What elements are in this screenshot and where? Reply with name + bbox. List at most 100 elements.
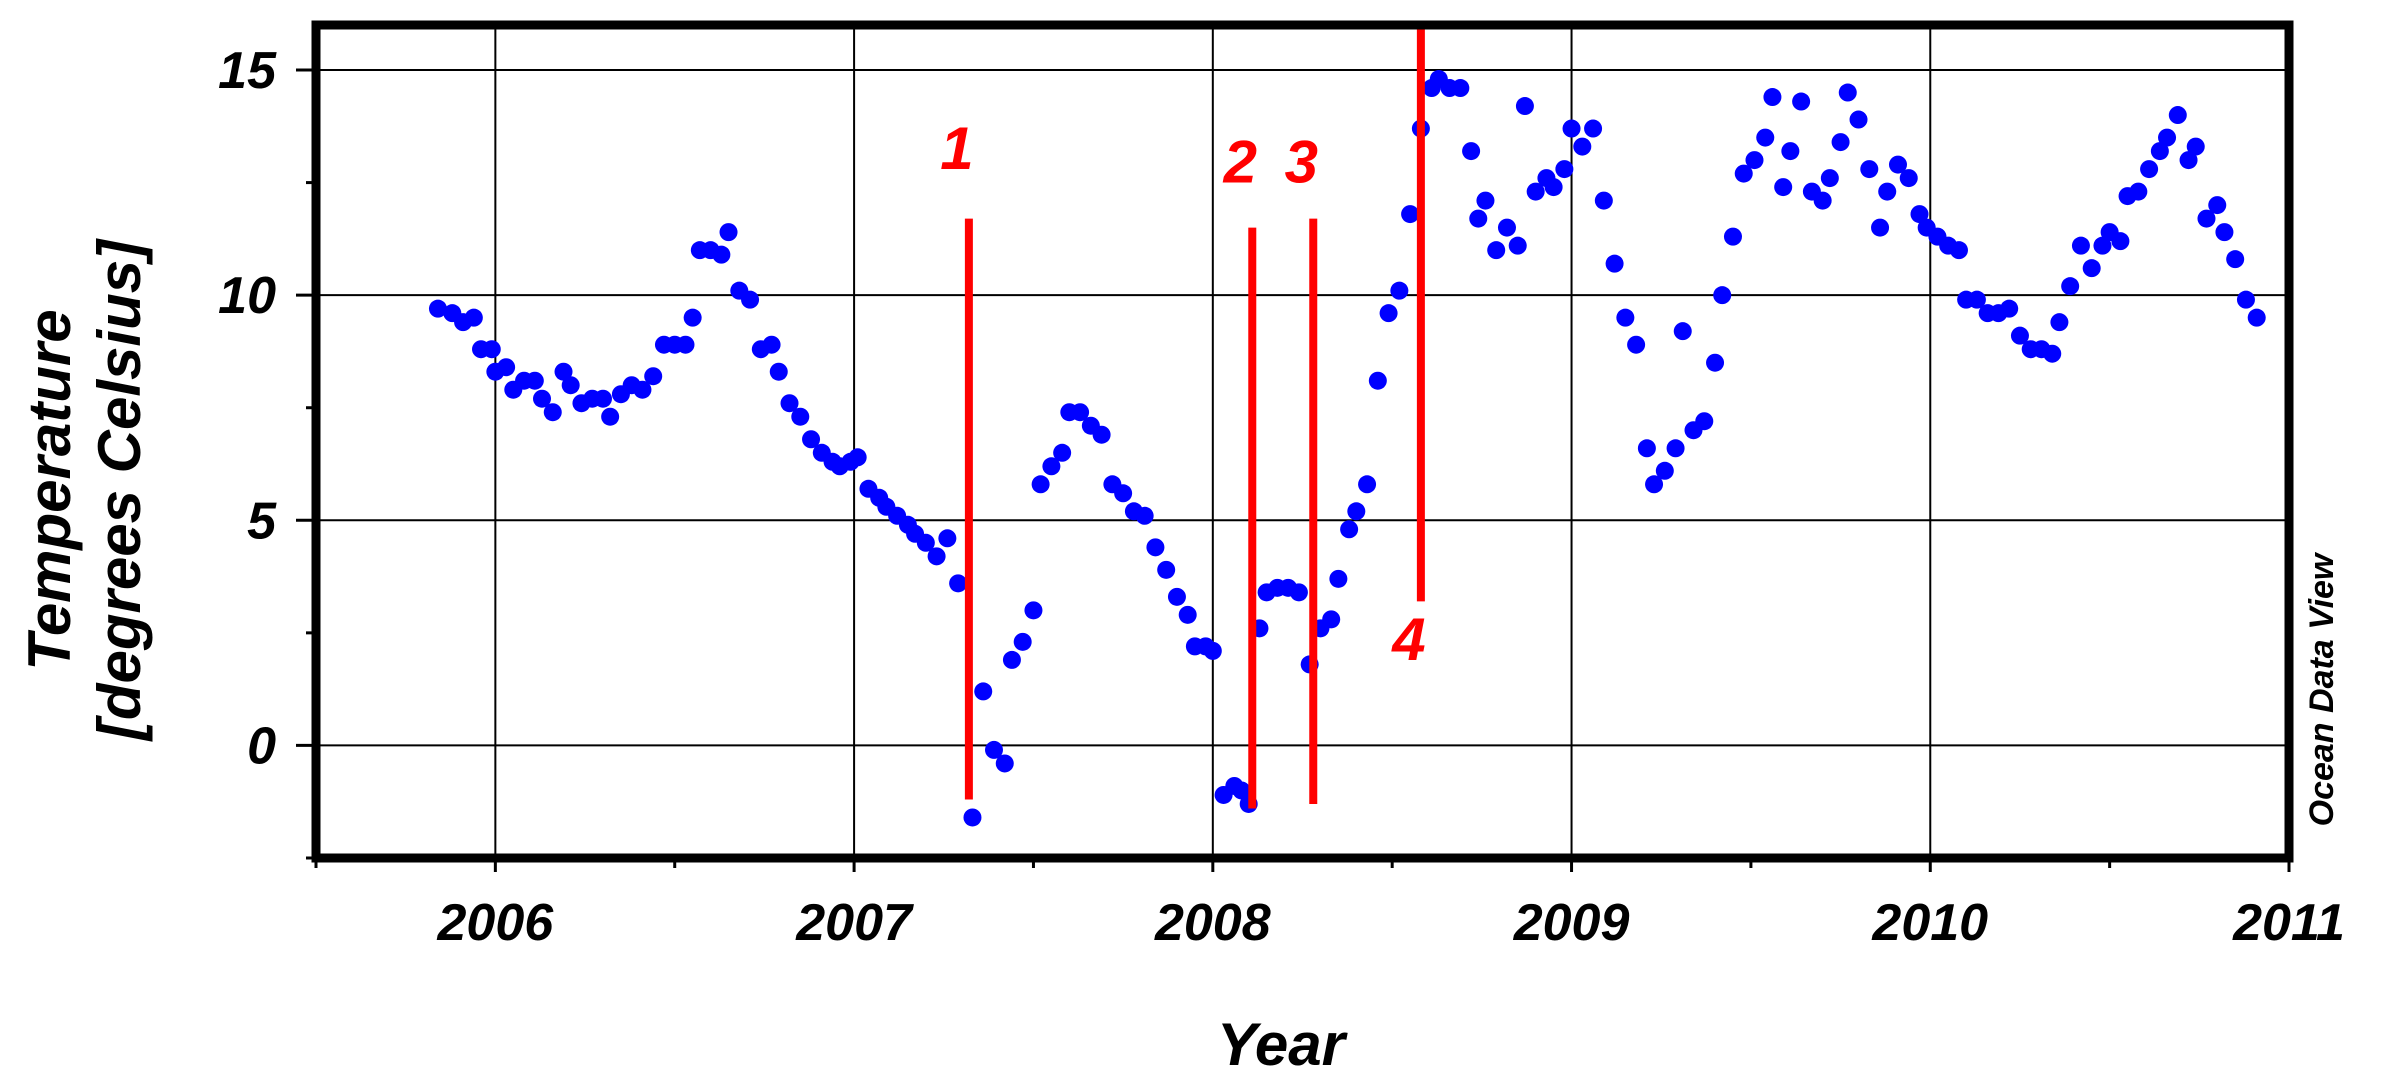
data-point [2186, 137, 2205, 156]
ocean-data-view-credit: Ocean Data View [2303, 551, 2341, 826]
data-point [554, 362, 573, 381]
data-point [1666, 439, 1685, 458]
data-point [1910, 205, 1929, 224]
y-axis-label-line-2: [degrees Celsius] [86, 238, 153, 742]
data-point [1899, 169, 1918, 188]
data-point [762, 335, 781, 354]
event-marker-label: 4 [1391, 606, 1425, 673]
data-point [532, 389, 551, 408]
data-point [719, 223, 738, 242]
data-point [2168, 106, 2187, 125]
data-point [848, 448, 867, 467]
data-point [802, 430, 821, 449]
x-tick-label: 2006 [437, 894, 555, 952]
data-point [2226, 250, 2245, 269]
data-point [633, 380, 652, 399]
data-point [525, 371, 544, 390]
data-point [1756, 128, 1775, 147]
data-point [1476, 191, 1495, 210]
data-point [1451, 79, 1470, 98]
data-point [963, 808, 982, 827]
data-point [676, 335, 695, 354]
data-point [1706, 353, 1725, 372]
plot-frame [311, 20, 2294, 863]
x-tick-label: 2011 [2232, 894, 2345, 952]
data-point [1146, 538, 1165, 557]
data-point [1203, 641, 1222, 660]
x-tick-label: 2008 [1154, 894, 1271, 952]
data-point [1368, 371, 1387, 390]
data-point [1637, 439, 1656, 458]
x-tick-label: 2009 [1513, 894, 1630, 952]
data-point [1555, 160, 1574, 179]
grid-lines [316, 25, 2289, 858]
data-point [712, 245, 731, 264]
data-point [2179, 151, 2198, 170]
data-point [1734, 164, 1753, 183]
data-point [601, 407, 620, 426]
data-point [1745, 151, 1764, 170]
y-tick-label: 5 [247, 492, 277, 550]
y-tick-label: 10 [218, 267, 276, 325]
data-point [1340, 520, 1359, 539]
data-point [2158, 128, 2177, 147]
data-point [1508, 236, 1527, 255]
data-point [1849, 110, 1868, 129]
data-point [1329, 569, 1348, 588]
data-point [1792, 92, 1811, 111]
data-point [1813, 191, 1832, 210]
data-point [2010, 326, 2029, 345]
data-point [1949, 241, 1968, 260]
data-point [2111, 232, 2130, 251]
data-point [1347, 502, 1366, 521]
data-point [1358, 475, 1377, 494]
data-point [1594, 191, 1613, 210]
data-point [2082, 259, 2101, 278]
data-point [1515, 97, 1534, 116]
data-point [2150, 142, 2169, 161]
data-point [683, 308, 702, 327]
data-point [1713, 286, 1732, 305]
data-point [938, 529, 957, 548]
data-point [1469, 209, 1488, 228]
data-point [1781, 142, 1800, 161]
data-point [2071, 236, 2090, 255]
data-point [1967, 290, 1986, 309]
data-point [1178, 605, 1197, 624]
data-point [1695, 412, 1714, 431]
data-point [1379, 304, 1398, 323]
data-point [1031, 475, 1050, 494]
y-tick-label: 15 [218, 42, 277, 100]
x-tick-label: 2010 [1871, 894, 1988, 952]
data-point [974, 682, 993, 701]
data-point [1878, 182, 1897, 201]
data-point [1627, 335, 1646, 354]
y-tick-labels: 0 5 10 15 [218, 42, 277, 775]
data-point [2000, 299, 2019, 318]
data-point [791, 407, 810, 426]
data-point [916, 533, 935, 552]
data-point [1053, 443, 1072, 462]
data-point [1605, 254, 1624, 273]
x-axis-label: Year [1217, 1011, 1349, 1078]
data-point [1673, 322, 1692, 341]
data-point [593, 389, 612, 408]
data-point [1071, 403, 1090, 422]
data-point [1135, 506, 1154, 525]
x-tick-labels: 2006 2007 2008 2009 2010 2011 [437, 894, 2345, 952]
data-point [1573, 137, 1592, 156]
data-point [1157, 560, 1176, 579]
data-point [2043, 344, 2062, 363]
data-point [984, 740, 1003, 759]
data-point [1888, 155, 1907, 174]
data-point [741, 290, 760, 309]
data-point [2129, 182, 2148, 201]
data-point [2236, 290, 2255, 309]
y-axis-label-group: Temperature [degrees Celsius] [16, 238, 153, 742]
data-point [1487, 241, 1506, 260]
data-points [428, 70, 2266, 827]
data-point [464, 308, 483, 327]
data-point [769, 362, 788, 381]
data-point [497, 358, 516, 377]
